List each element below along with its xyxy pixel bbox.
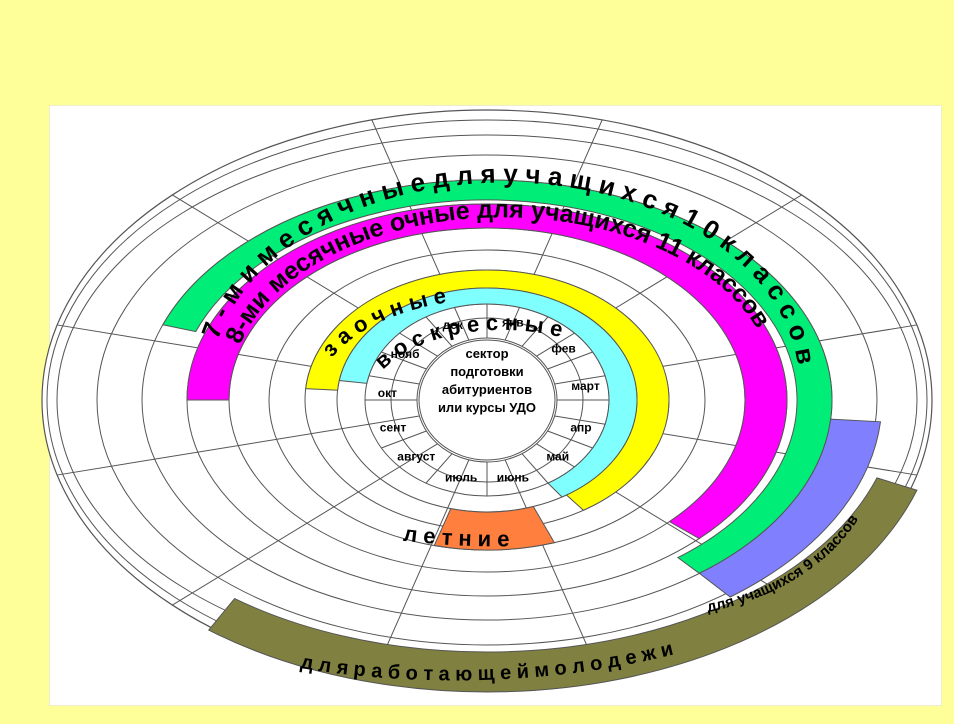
month-label-2: март bbox=[571, 379, 600, 393]
month-label-10: нояб bbox=[391, 347, 420, 361]
month-label-0: янв bbox=[502, 316, 524, 330]
month-label-6: июль bbox=[445, 470, 477, 484]
summer-band bbox=[433, 505, 556, 551]
center-ellipse bbox=[418, 339, 556, 461]
month-label-3: апр bbox=[570, 420, 591, 434]
eight-month-band bbox=[186, 203, 788, 540]
month-divider bbox=[521, 453, 549, 484]
working-youth-band bbox=[207, 477, 918, 693]
month-label-9: окт bbox=[378, 386, 397, 400]
month-label-1: фев bbox=[551, 342, 575, 356]
month-divider bbox=[381, 430, 427, 449]
month-labels: янв фев март апр май июнь июль август сент окт ноя… bbox=[378, 316, 600, 485]
month-divider bbox=[521, 316, 549, 347]
month-divider bbox=[381, 351, 427, 370]
grid-radial-line bbox=[172, 443, 438, 606]
center-line-1: сектор bbox=[465, 346, 508, 361]
sunday-band bbox=[338, 287, 638, 498]
grid-radial-line bbox=[371, 459, 470, 681]
center-line-3: абитуриентов bbox=[442, 382, 532, 397]
grid-radial-line bbox=[504, 459, 603, 681]
center-line-2: подготовки bbox=[450, 364, 523, 379]
month-divider bbox=[547, 351, 593, 370]
month-divider bbox=[425, 316, 453, 347]
month-label-7: август bbox=[397, 450, 435, 464]
center-sector: сектор подготовки абитуриентов или курсы… bbox=[438, 346, 536, 415]
center-line-4: или курсы УДО bbox=[438, 400, 536, 415]
month-label-5: июнь bbox=[497, 470, 529, 484]
colored-bands bbox=[162, 179, 918, 693]
month-label-11: дек bbox=[443, 318, 464, 332]
grid-radial-line bbox=[57, 415, 420, 476]
month-label-8: сент bbox=[380, 420, 407, 434]
month-label-4: май bbox=[546, 450, 569, 464]
month-divider bbox=[547, 430, 593, 449]
ninth-grade-band bbox=[698, 418, 882, 598]
month-divider bbox=[425, 453, 453, 484]
grid-ring bbox=[96, 154, 878, 646]
